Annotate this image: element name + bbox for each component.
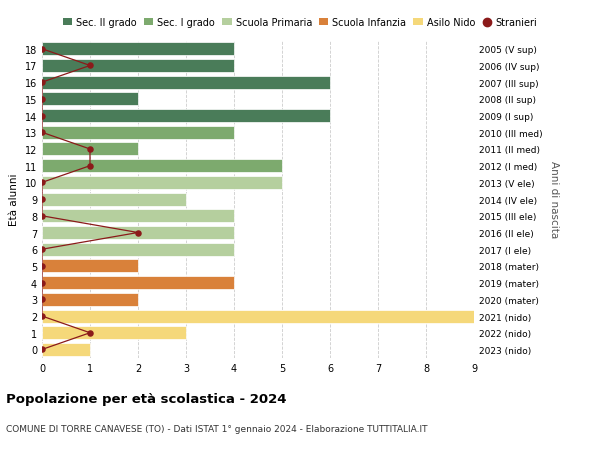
Point [37,46,47,53]
Bar [42,110,330,123]
Point [37,96,47,103]
Point [37,79,47,87]
Point [37,196,47,203]
Bar [42,210,234,223]
Y-axis label: Anni di nascita: Anni di nascita [549,161,559,238]
Point [37,280,47,287]
Point [37,179,47,187]
Y-axis label: Età alunni: Età alunni [9,174,19,226]
Bar [42,310,474,323]
Bar [42,243,234,256]
Bar [42,177,282,190]
Bar [42,43,234,56]
Point [85,330,95,337]
Point [85,162,95,170]
Point [37,313,47,320]
Bar [42,260,138,273]
Bar [42,293,138,306]
Bar [42,127,234,140]
Point [37,296,47,303]
Bar [42,226,234,240]
Bar [42,143,138,156]
Text: COMUNE DI TORRE CANAVESE (TO) - Dati ISTAT 1° gennaio 2024 - Elaborazione TUTTIT: COMUNE DI TORRE CANAVESE (TO) - Dati IST… [6,425,427,434]
Legend: Sec. II grado, Sec. I grado, Scuola Primaria, Scuola Infanzia, Asilo Nido, Stran: Sec. II grado, Sec. I grado, Scuola Prim… [63,18,537,28]
Point [37,213,47,220]
Point [37,129,47,137]
Bar [42,93,138,106]
Bar [42,160,282,173]
Point [37,246,47,253]
Point [37,263,47,270]
Bar [42,193,186,206]
Bar [42,343,90,356]
Bar [42,77,330,90]
Point [37,346,47,353]
Bar [42,60,234,73]
Bar [42,276,234,290]
Point [37,112,47,120]
Bar [42,326,186,340]
Point [85,62,95,70]
Point [133,230,143,237]
Point [85,146,95,153]
Text: Popolazione per età scolastica - 2024: Popolazione per età scolastica - 2024 [6,392,287,405]
